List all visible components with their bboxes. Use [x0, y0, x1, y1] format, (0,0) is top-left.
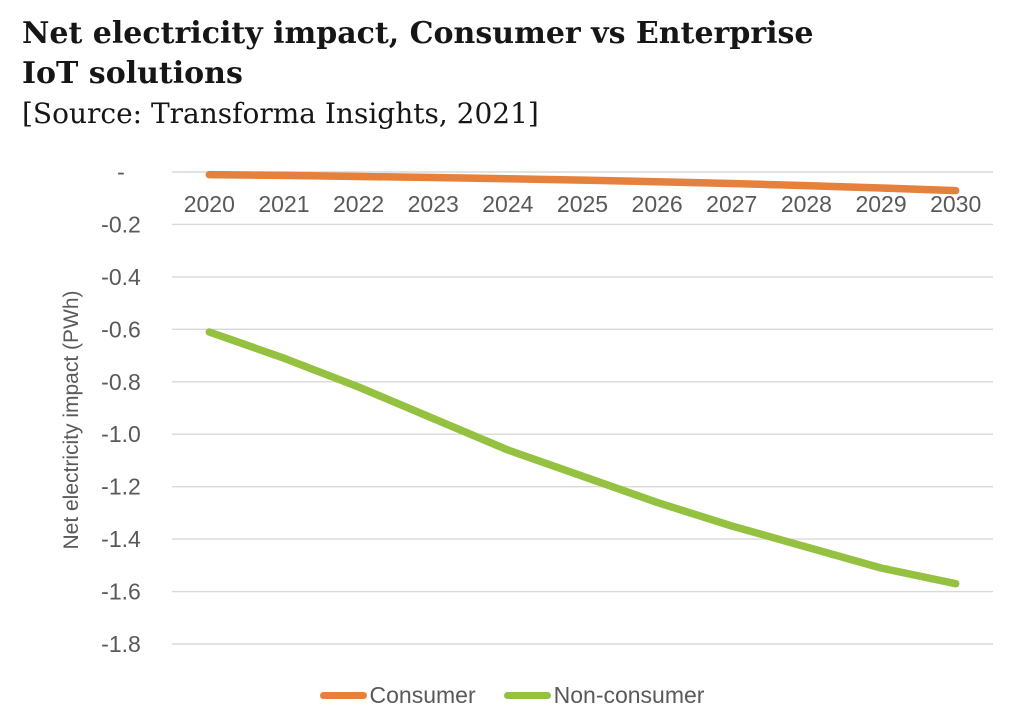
x-tick-label: 2027 [706, 191, 757, 217]
legend-label-non-consumer: Non-consumer [553, 682, 705, 708]
x-tick-label: 2022 [333, 191, 384, 217]
y-axis-title: Net electricity impact (PWh) [60, 290, 83, 550]
x-tick-label: 2029 [855, 191, 906, 217]
x-tick-label: 2028 [781, 191, 832, 217]
y-tick-label: -1.8 [101, 631, 141, 657]
y-tick-label: -0.8 [101, 369, 141, 395]
x-tick-label: 2021 [258, 191, 309, 217]
y-tick-label: -0.4 [101, 264, 141, 290]
x-tick-label: 2025 [557, 191, 608, 217]
x-tick-label: 2023 [408, 191, 459, 217]
x-tick-label: 2020 [184, 191, 235, 217]
y-tick-label: -1.2 [101, 474, 141, 500]
legend-label-consumer: Consumer [369, 682, 476, 708]
chart-legend: Consumer Non-consumer [0, 678, 1024, 712]
x-tick-label: 2024 [482, 191, 533, 217]
x-tick-label: 2030 [930, 191, 981, 217]
y-tick-label: -1.0 [101, 421, 141, 447]
consumer-series-line [205, 170, 960, 195]
chart-header: Net electricity impact, Consumer vs Ente… [22, 14, 1002, 134]
y-tick-label: -1.6 [101, 579, 141, 605]
chart-title-line-2: IoT solutions [22, 56, 243, 91]
y-tick-label: -0.2 [101, 211, 141, 237]
x-tick-label: 2026 [632, 191, 683, 217]
y-tick-label: -0.6 [101, 316, 141, 342]
non-consumer-line-swatch-icon [503, 691, 551, 699]
non-consumer-series-line [205, 328, 960, 588]
legend-item-consumer: Consumer [319, 681, 476, 709]
y-tick-label: -1.4 [101, 526, 141, 552]
y-tick-label: - [117, 159, 125, 185]
chart-title-line-1: Net electricity impact, Consumer vs Ente… [22, 16, 814, 51]
legend-item-non-consumer: Non-consumer [503, 681, 705, 709]
chart-source: [Source: Transforma Insights, 2021] [22, 97, 539, 130]
consumer-line-swatch-icon [319, 691, 367, 699]
